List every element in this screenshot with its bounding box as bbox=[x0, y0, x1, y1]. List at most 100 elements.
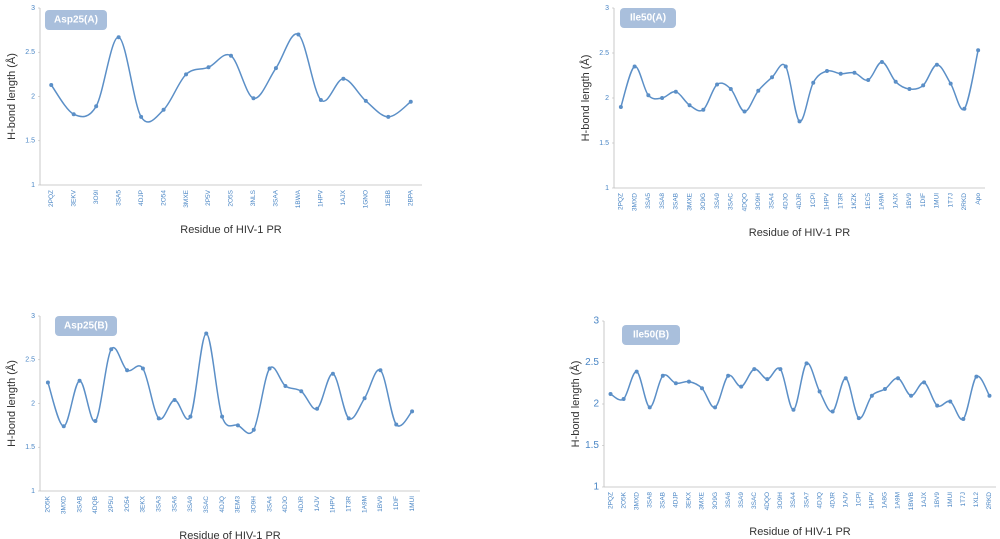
data-point bbox=[267, 366, 272, 371]
data-point bbox=[77, 378, 82, 383]
data-point bbox=[856, 416, 861, 421]
x-tick-label: 2BPA bbox=[407, 189, 414, 206]
x-tick-label: 1HPV bbox=[824, 192, 831, 210]
y-tick-label: 2.5 bbox=[599, 50, 609, 57]
y-tick-label: 2.5 bbox=[25, 357, 35, 364]
data-point bbox=[660, 373, 665, 378]
data-point bbox=[726, 373, 731, 378]
x-tick-label: 1MUI bbox=[934, 193, 941, 209]
data-point bbox=[783, 64, 788, 69]
data-point bbox=[235, 423, 240, 428]
x-tick-label: 3EM3 bbox=[235, 496, 242, 513]
y-tick-label: 3 bbox=[605, 5, 609, 12]
x-tick-label: 3EKV bbox=[70, 189, 77, 206]
x-tick-label: 2O5K bbox=[620, 491, 627, 508]
data-point bbox=[686, 379, 691, 384]
data-point bbox=[386, 114, 391, 119]
x-tick-label: 3SA5 bbox=[115, 190, 122, 206]
y-tick-label: 3 bbox=[31, 313, 35, 320]
data-point bbox=[140, 366, 145, 371]
x-axis-title: Residue of HIV-1 PR bbox=[749, 526, 851, 538]
x-tick-label: 3SA8 bbox=[659, 193, 666, 209]
data-point bbox=[715, 82, 720, 87]
data-point bbox=[896, 376, 900, 381]
data-point bbox=[673, 381, 678, 386]
x-tick-label: 1HPV bbox=[318, 189, 325, 207]
x-tick-label: 3MXD bbox=[633, 492, 640, 510]
data-point bbox=[283, 384, 288, 388]
x-tick-label: 3SA8 bbox=[646, 492, 653, 508]
data-point bbox=[161, 107, 166, 112]
x-tick-label: 1EC5 bbox=[865, 193, 872, 210]
y-tick-label: 1.5 bbox=[599, 140, 609, 147]
data-point bbox=[797, 119, 802, 124]
x-tick-label: 3SA9 bbox=[714, 193, 721, 209]
data-point bbox=[184, 72, 189, 77]
x-tick-label: 3EKX bbox=[686, 491, 693, 508]
x-tick-label: 2PQZ bbox=[48, 190, 55, 207]
x-tick-label: 3MXE bbox=[183, 189, 190, 207]
x-tick-label: 1BWB bbox=[908, 492, 915, 510]
y-tick-label: 2 bbox=[605, 95, 609, 102]
y-tick-label: 1 bbox=[593, 482, 599, 493]
x-tick-label: 1CPI bbox=[810, 193, 817, 208]
data-point bbox=[752, 367, 757, 372]
x-tick-label: 1T3R bbox=[837, 193, 844, 209]
y-tick-label: 2 bbox=[31, 93, 35, 100]
data-line bbox=[50, 33, 412, 123]
data-point bbox=[296, 32, 301, 37]
x-tick-label: 4DQB bbox=[92, 496, 99, 514]
chart-title: Asp25(B) bbox=[64, 321, 108, 332]
x-tick-label: 3O9I bbox=[93, 190, 100, 204]
x-tick-label: 1T3R bbox=[345, 496, 352, 512]
x-tick-label: 3MXD bbox=[60, 496, 67, 514]
x-tick-label: 4DJP bbox=[673, 492, 680, 508]
x-tick-label: 3SA5 bbox=[645, 193, 652, 209]
x-tick-label: 2O54 bbox=[160, 190, 167, 206]
x-tick-label: 2O5S bbox=[228, 189, 235, 206]
data-point bbox=[838, 71, 843, 76]
data-point bbox=[987, 393, 992, 398]
x-tick-label: 3SA4 bbox=[790, 492, 797, 508]
data-point bbox=[408, 99, 413, 104]
data-point bbox=[109, 347, 114, 352]
x-tick-label: 1BV9 bbox=[906, 193, 913, 209]
data-point bbox=[778, 367, 783, 372]
y-tick-label: 1 bbox=[31, 182, 35, 189]
x-tick-label: 1A9M bbox=[895, 492, 902, 509]
title-box bbox=[622, 325, 680, 345]
y-axis-title: H-bond length (Å) bbox=[5, 360, 18, 447]
data-point bbox=[701, 107, 706, 112]
data-point bbox=[700, 386, 704, 391]
data-point bbox=[318, 98, 323, 103]
data-point bbox=[341, 76, 346, 81]
data-point bbox=[299, 389, 304, 394]
data-point bbox=[882, 387, 887, 392]
y-tick-label: 1.5 bbox=[25, 444, 35, 451]
x-tick-label: 3MXD bbox=[631, 193, 638, 211]
data-point bbox=[934, 62, 939, 67]
data-point bbox=[172, 398, 177, 402]
data-point bbox=[962, 106, 967, 111]
data-point bbox=[394, 422, 399, 427]
data-point bbox=[907, 87, 912, 91]
x-tick-label: 1AJX bbox=[340, 189, 347, 205]
data-point bbox=[632, 64, 637, 69]
data-point bbox=[765, 377, 770, 382]
x-tick-label: 3SA4 bbox=[266, 496, 273, 512]
data-point bbox=[621, 397, 626, 402]
x-tick-label: Apo bbox=[975, 193, 982, 205]
data-point bbox=[608, 392, 613, 397]
x-tick-label: 4DJR bbox=[796, 193, 803, 210]
data-point bbox=[852, 70, 857, 75]
data-point bbox=[71, 112, 76, 117]
x-tick-label: 1BV9 bbox=[377, 496, 384, 512]
x-tick-label: 3O9G bbox=[700, 193, 707, 210]
data-point bbox=[139, 114, 144, 119]
x-tick-label: 3SA3 bbox=[155, 496, 162, 512]
data-point bbox=[739, 384, 744, 389]
data-point bbox=[804, 361, 809, 366]
data-line bbox=[47, 332, 413, 435]
x-tick-label: 3O9H bbox=[250, 496, 257, 513]
